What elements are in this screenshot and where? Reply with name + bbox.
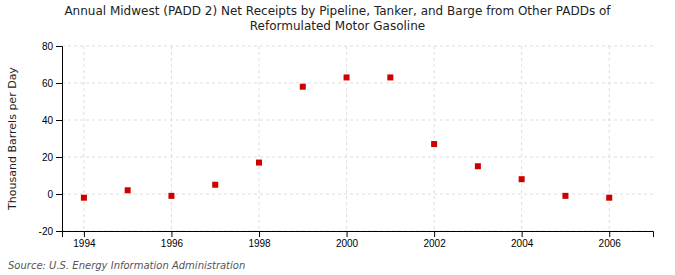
point (300, 84, 306, 90)
point (475, 163, 481, 169)
tick-mark (84, 231, 85, 237)
grid-line-x (83, 46, 84, 231)
tick-mark (56, 231, 62, 232)
point (81, 195, 87, 201)
y-axis-label: Thousand Barrels per Day (6, 67, 19, 211)
grid-line-x (609, 46, 610, 231)
tick-mark (347, 231, 348, 237)
tick: -20 (39, 226, 62, 237)
tick-label: 1996 (161, 238, 184, 249)
tick: 20 (42, 152, 62, 163)
tick: 2006 (599, 231, 622, 249)
tick-mark (259, 231, 260, 237)
tick: 1996 (161, 231, 184, 249)
point (606, 195, 612, 201)
grid-line-y (62, 83, 653, 84)
point (212, 182, 218, 188)
tick-mark (434, 231, 435, 237)
point (562, 193, 568, 199)
tick-mark (56, 157, 62, 158)
grid-line-y (62, 157, 653, 158)
points (81, 74, 612, 200)
title-line: Reformulated Motor Gasoline (250, 19, 425, 33)
tick: 2000 (336, 231, 359, 249)
tick-label: 40 (42, 115, 54, 126)
y-axis: -20 0 20 40 60 80 (39, 41, 63, 237)
tick-label: 80 (42, 41, 54, 52)
grid-line-x (521, 46, 522, 231)
tick-label: 60 (42, 78, 54, 89)
tick-label: 20 (42, 152, 54, 163)
x-axis: 1994 1996 1998 2000 2002 2004 2006 (63, 231, 654, 249)
tick: 80 (42, 41, 62, 52)
point (256, 160, 262, 166)
tick-mark (522, 231, 523, 237)
tick: 40 (42, 115, 62, 126)
grid (62, 46, 653, 231)
axis-line (56, 47, 63, 232)
tick: 2004 (511, 231, 534, 249)
tick-label: 2002 (423, 238, 446, 249)
tick: 1998 (248, 231, 271, 249)
tick-label: -20 (39, 226, 54, 237)
tick-mark (56, 46, 62, 47)
tick: 0 (47, 189, 62, 200)
tick: 2002 (423, 231, 446, 249)
tick: 60 (42, 78, 62, 89)
chart-container: Annual Midwest (PADD 2) Net Receipts by … (0, 0, 675, 275)
tick-label: 1994 (73, 238, 96, 249)
plot-area: 1994 1996 1998 2000 2002 2004 2006 -20 0 20 40 60 80 (39, 41, 654, 249)
tick-mark (609, 231, 610, 237)
source-note: Source: U.S. Energy Information Administ… (8, 260, 245, 271)
title-line: Annual Midwest (PADD 2) Net Receipts by … (64, 4, 611, 18)
tick: 1994 (73, 231, 96, 249)
tick-mark (56, 83, 62, 84)
point (168, 193, 174, 199)
tick-mark (56, 194, 62, 195)
tick-label: 0 (47, 189, 53, 200)
point (125, 187, 131, 193)
grid-line-x (346, 46, 347, 231)
tick-label: 1998 (248, 238, 271, 249)
tick-label: 2000 (336, 238, 359, 249)
point (519, 176, 525, 182)
grid-line-y (62, 120, 653, 121)
point (431, 141, 437, 147)
point (344, 74, 350, 80)
tick-mark (171, 231, 172, 237)
point (387, 74, 393, 80)
tick-label: 2006 (599, 238, 622, 249)
axis-line (63, 232, 654, 238)
grid-line-x (171, 46, 172, 231)
grid-line-x (259, 46, 260, 231)
tick-label: 2004 (511, 238, 534, 249)
tick-mark (56, 120, 62, 121)
grid-line-y (62, 46, 653, 47)
grid-line-x (434, 46, 435, 231)
chart-svg: Annual Midwest (PADD 2) Net Receipts by … (0, 0, 675, 275)
title: Annual Midwest (PADD 2) Net Receipts by … (64, 4, 611, 33)
